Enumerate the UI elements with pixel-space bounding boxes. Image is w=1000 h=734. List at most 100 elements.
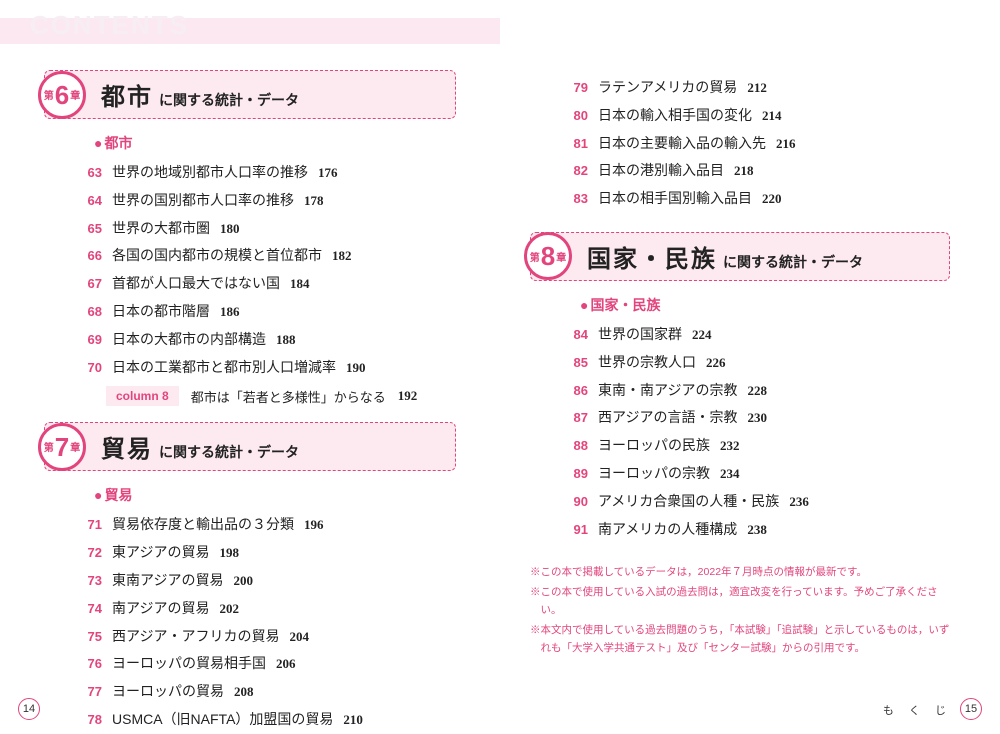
entry-title: 日本の相手国別輸入品目 xyxy=(598,187,752,209)
entry-page: 230 xyxy=(747,408,767,429)
entry-title: 世界の宗教人口 xyxy=(598,351,696,373)
toc-entry: 71貿易依存度と輸出品の３分類196 xyxy=(80,513,456,536)
toc-entry: 88ヨーロッパの民族232 xyxy=(566,434,950,457)
entry-index: 69 xyxy=(80,330,102,351)
entry-title: アメリカ合衆国の人種・民族 xyxy=(598,490,779,512)
entry-title: USMCA（旧NAFTA）加盟国の貿易 xyxy=(112,708,333,730)
entry-index: 88 xyxy=(566,436,588,457)
entry-title: ヨーロッパの民族 xyxy=(598,434,710,456)
chapter-6-entries: 63世界の地域別都市人口率の推移17664世界の国別都市人口率の推移17865世… xyxy=(44,161,456,378)
toc-entry: 64世界の国別都市人口率の推移178 xyxy=(80,189,456,212)
section-heading-trade: 貿易 xyxy=(94,485,456,505)
chapter-title-sub: に関する統計・データ xyxy=(723,252,863,272)
chapter-7-header: 第 7 章 貿易 に関する統計・データ xyxy=(44,422,456,471)
entry-title: 日本の大都市の内部構造 xyxy=(112,328,266,350)
entry-page: 210 xyxy=(343,710,363,731)
toc-entry: 82日本の港別輸入品目218 xyxy=(566,159,950,182)
toc-entry: 84世界の国家群224 xyxy=(566,323,950,346)
entry-title: 世界の国家群 xyxy=(598,323,682,345)
chapter-prefix: 第 xyxy=(44,439,54,454)
entry-page: 236 xyxy=(789,492,809,513)
entry-index: 90 xyxy=(566,492,588,513)
entry-index: 77 xyxy=(80,682,102,703)
mokuji-label: も く じ xyxy=(883,702,952,718)
entry-index: 86 xyxy=(566,381,588,402)
entry-index: 66 xyxy=(80,246,102,267)
entry-page: 188 xyxy=(276,330,296,351)
chapter-title-box: 都市 に関する統計・データ xyxy=(44,70,456,119)
entry-title: 西アジアの言語・宗教 xyxy=(598,406,737,428)
entry-title: 東アジアの貿易 xyxy=(112,541,209,563)
entry-index: 76 xyxy=(80,654,102,675)
entry-title: 南アジアの貿易 xyxy=(112,597,209,619)
entry-index: 87 xyxy=(566,408,588,429)
entry-index: 67 xyxy=(80,274,102,295)
page-spread: 第 6 章 都市 に関する統計・データ 都市 63世界の地域別都市人口率の推移1… xyxy=(0,0,1000,734)
entry-index: 81 xyxy=(566,134,588,155)
chapter-8-header: 第 8 章 国家・民族 に関する統計・データ xyxy=(530,232,950,281)
toc-entry: 72 東アジアの貿易 198 xyxy=(80,541,456,564)
toc-entry: 70日本の工業都市と都市別人口増減率190 xyxy=(80,356,456,379)
toc-entry: 83 日本の相手国別輸入品目 220 xyxy=(566,187,950,210)
chapter-title-sub: に関する統計・データ xyxy=(159,90,299,110)
toc-entry: 79ラテンアメリカの貿易212 xyxy=(566,76,950,99)
entry-index: 91 xyxy=(566,520,588,541)
chapter-title-box: 貿易 に関する統計・データ xyxy=(44,422,456,471)
entry-page: 180 xyxy=(220,219,240,240)
left-page: 第 6 章 都市 に関する統計・データ 都市 63世界の地域別都市人口率の推移1… xyxy=(0,0,500,734)
entry-title: ラテンアメリカの貿易 xyxy=(598,76,737,98)
page-number-right: 15 xyxy=(960,698,982,720)
chapter-number: 7 xyxy=(55,434,69,460)
chapter-title-sub: に関する統計・データ xyxy=(159,442,299,462)
chapter-number: 8 xyxy=(541,243,555,269)
entry-page: 220 xyxy=(762,189,782,210)
entry-page: 238 xyxy=(747,520,767,541)
chapter-title-box: 国家・民族 に関する統計・データ xyxy=(530,232,950,281)
entry-page: 206 xyxy=(276,654,296,675)
toc-entry: 78 USMCA（旧NAFTA）加盟国の貿易 210 xyxy=(80,708,456,731)
toc-entry: 67首都が人口最大ではない国184 xyxy=(80,272,456,295)
entry-index: 78 xyxy=(80,710,102,731)
entry-page: 204 xyxy=(289,627,309,648)
column-text: 都市は「若者と多様性」からなる xyxy=(191,387,386,406)
entry-index: 80 xyxy=(566,106,588,127)
entry-index: 72 xyxy=(80,543,102,564)
toc-entry: 85世界の宗教人口226 xyxy=(566,351,950,374)
entry-index: 68 xyxy=(80,302,102,323)
page-number-left: 14 xyxy=(18,698,40,720)
right-page: 79ラテンアメリカの貿易21280日本の輸入相手国の変化21481日本の主要輸入… xyxy=(500,0,1000,734)
footnotes: ※この本で掲載しているデータは，2022年７月時点の情報が最新です。※この本で使… xyxy=(530,564,950,657)
toc-entry: 91南アメリカの人種構成238 xyxy=(566,518,950,541)
entry-index: 83 xyxy=(566,189,588,210)
toc-entry: 87 西アジアの言語・宗教 230 xyxy=(566,406,950,429)
toc-entry: 76ヨーロッパの貿易相手国206 xyxy=(80,652,456,675)
entry-page: 216 xyxy=(776,134,796,155)
entry-index: 63 xyxy=(80,163,102,184)
entry-page: 234 xyxy=(720,464,740,485)
toc-entry: 74南アジアの貿易202 xyxy=(80,597,456,620)
toc-entry: 90 アメリカ合衆国の人種・民族 236 xyxy=(566,490,950,513)
toc-entry: 65世界の大都市圏180 xyxy=(80,217,456,240)
chapter-6-header: 第 6 章 都市 に関する統計・データ xyxy=(44,70,456,119)
entry-title: 日本の港別輸入品目 xyxy=(598,159,724,181)
section-heading-nation: 国家・民族 xyxy=(580,295,950,315)
footnote-line: ※この本で使用している入試の過去問は，適宜改変を行っています。予めご了承ください… xyxy=(530,584,950,620)
footnote-line: ※本文内で使用している過去問題のうち，「本試験」「追試験」と示しているものは，い… xyxy=(530,622,950,658)
entry-index: 89 xyxy=(566,464,588,485)
entry-title: 西アジア・アフリカの貿易 xyxy=(112,625,279,647)
entry-page: 200 xyxy=(233,571,253,592)
entry-page: 218 xyxy=(734,161,754,182)
toc-entry: 68日本の都市階層186 xyxy=(80,300,456,323)
chapter-title-main: 貿易 xyxy=(101,429,153,464)
entry-page: 198 xyxy=(219,543,239,564)
entry-page: 208 xyxy=(234,682,254,703)
chapter-prefix: 第 xyxy=(44,87,54,102)
toc-entry: 86東南・南アジアの宗教228 xyxy=(566,379,950,402)
entry-index: 75 xyxy=(80,627,102,648)
column-badge: column 8 xyxy=(106,386,179,406)
entry-page: 224 xyxy=(692,325,712,346)
entry-title: 首都が人口最大ではない国 xyxy=(112,272,280,294)
entry-page: 182 xyxy=(332,246,352,267)
entry-page: 202 xyxy=(219,599,239,620)
entry-page: 226 xyxy=(706,353,726,374)
